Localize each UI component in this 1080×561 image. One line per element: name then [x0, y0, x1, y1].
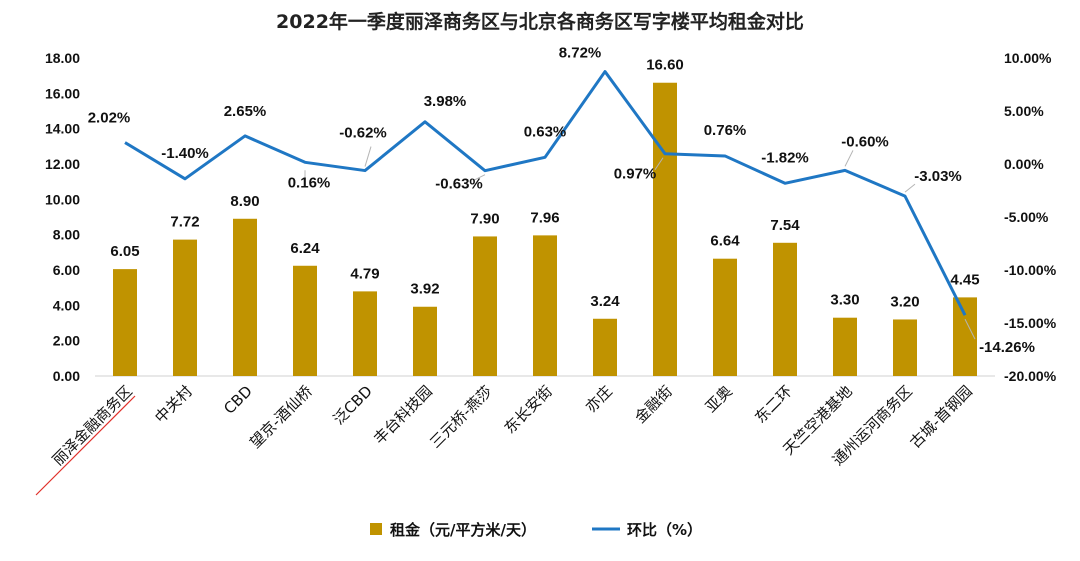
line-value-label: -14.26%: [979, 339, 1035, 356]
left-tick-label: 16.00: [45, 85, 80, 101]
category-label: 东长安街: [501, 382, 556, 437]
bar: [353, 291, 377, 376]
bar-value-label: 7.72: [170, 214, 199, 231]
left-tick-label: 10.00: [45, 191, 80, 207]
category-label: 古城-首钢园: [906, 382, 976, 452]
category-label: 金融街: [631, 382, 676, 427]
left-tick-label: 4.00: [53, 297, 80, 313]
category-label: 亦庄: [582, 382, 616, 416]
left-tick-label: 8.00: [53, 227, 80, 243]
bar-value-label: 8.90: [230, 193, 259, 210]
bar-value-label: 7.54: [770, 217, 800, 234]
bar: [893, 319, 917, 376]
bar: [713, 258, 737, 376]
leader-line: [844, 150, 854, 167]
bar: [773, 242, 797, 376]
bar: [113, 269, 137, 376]
line-value-label: -3.03%: [914, 168, 962, 185]
category-label: 望京-酒仙桥: [246, 382, 316, 452]
left-tick-label: 14.00: [45, 121, 80, 137]
right-tick-label: 10.00%: [1004, 50, 1052, 66]
category-label: 亚奥: [702, 382, 736, 416]
right-tick-label: -5.00%: [1004, 209, 1049, 225]
legend: 租金（元/平方米/天） 环比（%）: [370, 521, 702, 539]
left-tick-label: 6.00: [53, 262, 80, 278]
left-tick-label: 2.00: [53, 333, 80, 349]
bar: [233, 218, 257, 376]
bar: [653, 82, 677, 376]
bar-value-label: 3.24: [590, 293, 620, 310]
bar-value-label: 16.60: [646, 57, 684, 74]
bar: [953, 297, 977, 376]
left-tick-label: 12.00: [45, 156, 80, 172]
line-value-label: -0.62%: [339, 125, 387, 142]
line-value-label: 0.63%: [524, 123, 567, 140]
bar-value-label: 3.92: [410, 281, 439, 298]
bar-value-label: 6.64: [710, 233, 740, 250]
bar-value-label: 7.96: [530, 209, 559, 226]
bar-value-label: 6.05: [110, 243, 139, 260]
chart-title: 2022年一季度丽泽商务区与北京各商务区写字楼平均租金对比: [276, 10, 804, 33]
right-tick-label: -10.00%: [1004, 262, 1057, 278]
line-series: [124, 70, 967, 316]
line-value-label: -0.63%: [435, 176, 483, 193]
bar-value-label: 7.90: [470, 210, 499, 227]
right-axis: -20.00% -15.00% -10.00% -5.00% 0.00% 5.00% 10.…: [1004, 50, 1057, 384]
bar: [293, 265, 317, 376]
highlight-underline: [35, 395, 136, 496]
line-labels: 2.02% -1.40% 2.65% 0.16% -0.62% 3.98% -0.63% 0.…: [88, 45, 1035, 357]
left-tick-label: 18.00: [45, 50, 80, 66]
line-value-label: 3.98%: [424, 93, 467, 110]
bar: [173, 239, 197, 376]
line-value-label: 0.76%: [704, 122, 747, 139]
legend-bar-swatch: [370, 523, 382, 535]
leader-line: [964, 318, 976, 340]
bar-value-label: 4.45: [950, 271, 979, 288]
bar-value-label: 3.30: [830, 292, 859, 309]
category-label: CBD: [220, 382, 256, 418]
bar: [413, 306, 437, 376]
bar-value-label: 3.20: [890, 293, 919, 310]
legend-line-label: 环比（%）: [627, 521, 702, 539]
bar: [833, 317, 857, 376]
bar-value-label: 6.24: [290, 240, 320, 257]
leader-line: [904, 183, 916, 193]
left-axis: 0.00 2.00 4.00 6.00 8.00 10.00 12.00 14.00 16.00…: [45, 50, 80, 384]
line-value-label: -0.60%: [841, 133, 889, 150]
category-label: 泛CBD: [330, 382, 376, 428]
leader-line: [364, 146, 372, 167]
bar-series: [113, 82, 977, 376]
right-tick-label: 0.00%: [1004, 156, 1044, 172]
line-value-label: -1.40%: [161, 145, 209, 162]
line-value-label: 8.72%: [559, 45, 602, 62]
category-label: 中关村: [151, 382, 196, 427]
left-tick-label: 0.00: [53, 368, 80, 384]
line-value-label: 2.02%: [88, 110, 131, 127]
leader-line: [654, 157, 664, 170]
line-value-label: -1.82%: [761, 149, 809, 166]
bar-labels: 6.05 7.72 8.90 6.24 4.79 3.92 7.90 7.96 3.24 16.6…: [110, 57, 979, 311]
category-label: 丽泽金融商务区: [49, 382, 136, 469]
bar: [533, 235, 557, 376]
right-tick-label: -20.00%: [1004, 368, 1057, 384]
right-tick-label: 5.00%: [1004, 103, 1044, 119]
right-tick-label: -15.00%: [1004, 315, 1057, 331]
category-label: 东二环: [751, 382, 796, 427]
leader-lines: [304, 146, 976, 340]
bar: [593, 318, 617, 376]
legend-bar-label: 租金（元/平方米/天）: [390, 521, 536, 539]
line-value-label: 2.65%: [224, 103, 267, 120]
line-value-label: 0.97%: [614, 166, 657, 183]
leader-line: [472, 174, 486, 182]
category-label: 三元桥-燕莎: [426, 382, 496, 452]
bar-value-label: 4.79: [350, 265, 379, 282]
line-value-label: 0.16%: [288, 174, 331, 191]
bar: [473, 236, 497, 376]
